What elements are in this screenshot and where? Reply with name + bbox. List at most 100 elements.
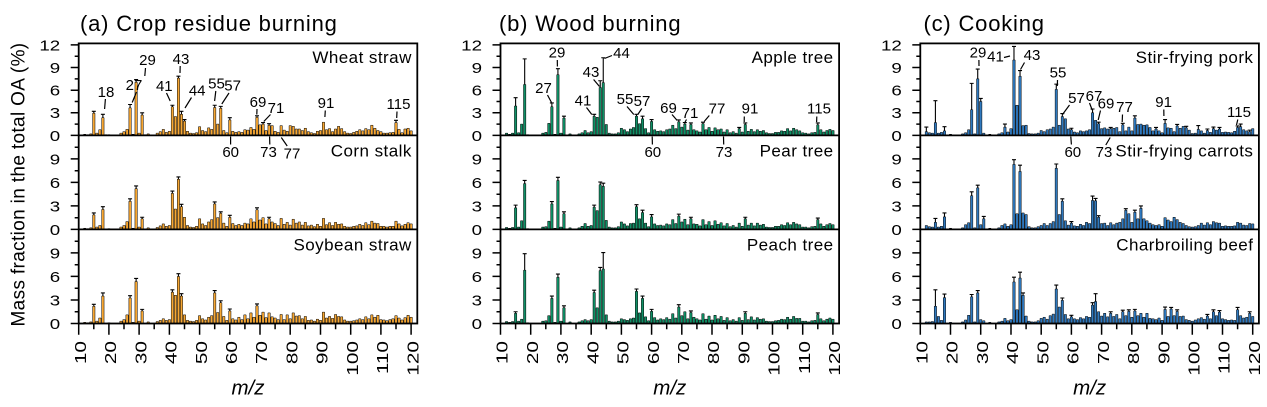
svg-text:Stir-frying carrots: Stir-frying carrots	[1115, 141, 1253, 160]
svg-text:100: 100	[343, 341, 361, 376]
svg-text:120: 120	[825, 341, 843, 376]
svg-text:Wheat straw: Wheat straw	[312, 48, 412, 67]
svg-text:29: 29	[970, 45, 987, 62]
svg-text:3: 3	[50, 198, 60, 215]
svg-text:0: 0	[50, 128, 60, 145]
svg-text:0: 0	[891, 222, 901, 239]
svg-text:120: 120	[1245, 341, 1263, 376]
svg-text:6: 6	[472, 175, 482, 192]
svg-text:115: 115	[807, 101, 831, 118]
svg-text:m/z: m/z	[653, 377, 686, 400]
svg-text:50: 50	[192, 341, 210, 364]
svg-text:77: 77	[284, 146, 301, 163]
svg-text:Mass fraction in the total OA: Mass fraction in the total OA (%)	[9, 43, 30, 327]
svg-text:40: 40	[584, 341, 602, 364]
svg-text:30: 30	[553, 341, 571, 364]
svg-text:55: 55	[617, 91, 634, 108]
svg-text:40: 40	[1004, 341, 1022, 364]
svg-text:27: 27	[535, 80, 552, 97]
svg-text:Peach tree: Peach tree	[747, 235, 834, 254]
svg-text:0: 0	[472, 222, 482, 239]
svg-text:40: 40	[162, 341, 180, 364]
svg-text:60: 60	[1064, 144, 1081, 161]
svg-text:3: 3	[472, 198, 482, 215]
svg-text:10: 10	[71, 341, 89, 364]
svg-text:6: 6	[50, 82, 60, 99]
svg-text:9: 9	[891, 60, 901, 77]
svg-text:30: 30	[132, 341, 150, 364]
svg-text:55: 55	[208, 76, 225, 93]
svg-text:12: 12	[881, 37, 902, 54]
svg-text:6: 6	[472, 269, 482, 286]
svg-text:73: 73	[716, 144, 733, 161]
svg-text:3: 3	[891, 292, 901, 309]
svg-text:50: 50	[1034, 341, 1052, 364]
svg-text:90: 90	[735, 341, 753, 364]
svg-text:9: 9	[472, 60, 482, 77]
svg-text:3: 3	[50, 105, 60, 122]
svg-text:6: 6	[50, 175, 60, 192]
svg-text:70: 70	[253, 341, 271, 364]
svg-text:20: 20	[523, 341, 541, 364]
svg-text:43: 43	[1024, 47, 1041, 64]
svg-text:9: 9	[472, 245, 482, 262]
svg-text:30: 30	[973, 341, 991, 364]
svg-text:120: 120	[404, 341, 422, 376]
svg-text:80: 80	[283, 341, 301, 364]
svg-text:41: 41	[575, 93, 592, 110]
svg-text:115: 115	[387, 96, 411, 113]
svg-text:Soybean straw: Soybean straw	[293, 235, 412, 254]
svg-text:41: 41	[987, 49, 1004, 66]
svg-text:12: 12	[461, 37, 482, 54]
svg-text:9: 9	[891, 245, 901, 262]
svg-text:Stir-frying pork: Stir-frying pork	[1136, 48, 1254, 67]
svg-text:43: 43	[583, 64, 600, 81]
svg-text:69: 69	[660, 100, 677, 117]
svg-text:44: 44	[189, 83, 206, 100]
svg-text:3: 3	[472, 105, 482, 122]
svg-text:70: 70	[674, 341, 692, 364]
svg-text:3: 3	[472, 292, 482, 309]
svg-text:73: 73	[260, 144, 277, 161]
svg-text:90: 90	[313, 341, 331, 364]
svg-text:(b) Wood burning: (b) Wood burning	[499, 11, 681, 36]
svg-text:91: 91	[318, 95, 335, 112]
svg-text:27: 27	[126, 77, 143, 94]
svg-text:m/z: m/z	[1073, 377, 1106, 400]
svg-text:60: 60	[644, 341, 662, 364]
svg-text:70: 70	[1094, 341, 1112, 364]
svg-text:0: 0	[50, 316, 60, 333]
svg-text:57: 57	[1068, 90, 1085, 107]
svg-text:10: 10	[493, 341, 511, 364]
svg-text:m/z: m/z	[231, 377, 264, 400]
svg-text:20: 20	[943, 341, 961, 364]
svg-text:Pear tree: Pear tree	[760, 141, 834, 160]
svg-text:Charbroiling beef: Charbroiling beef	[1116, 235, 1253, 254]
svg-text:12: 12	[39, 37, 60, 54]
svg-text:6: 6	[891, 82, 901, 99]
svg-text:3: 3	[891, 198, 901, 215]
svg-text:0: 0	[891, 128, 901, 145]
svg-text:69: 69	[250, 94, 267, 111]
svg-text:41: 41	[156, 78, 173, 95]
svg-text:80: 80	[705, 341, 723, 364]
svg-text:20: 20	[101, 341, 119, 364]
svg-text:6: 6	[891, 175, 901, 192]
svg-text:9: 9	[50, 60, 60, 77]
svg-text:0: 0	[50, 222, 60, 239]
svg-text:0: 0	[472, 128, 482, 145]
svg-text:71: 71	[268, 100, 285, 117]
svg-text:73: 73	[1096, 144, 1113, 161]
svg-text:110: 110	[373, 341, 391, 374]
svg-text:6: 6	[472, 82, 482, 99]
svg-text:57: 57	[224, 78, 241, 95]
svg-text:91: 91	[1155, 94, 1172, 111]
svg-text:77: 77	[709, 101, 726, 118]
svg-text:67: 67	[1086, 88, 1103, 105]
svg-text:29: 29	[139, 52, 156, 69]
svg-text:3: 3	[50, 292, 60, 309]
svg-text:29: 29	[549, 45, 566, 62]
svg-text:9: 9	[472, 151, 482, 168]
svg-text:9: 9	[50, 151, 60, 168]
svg-text:Apple tree: Apple tree	[752, 48, 834, 67]
